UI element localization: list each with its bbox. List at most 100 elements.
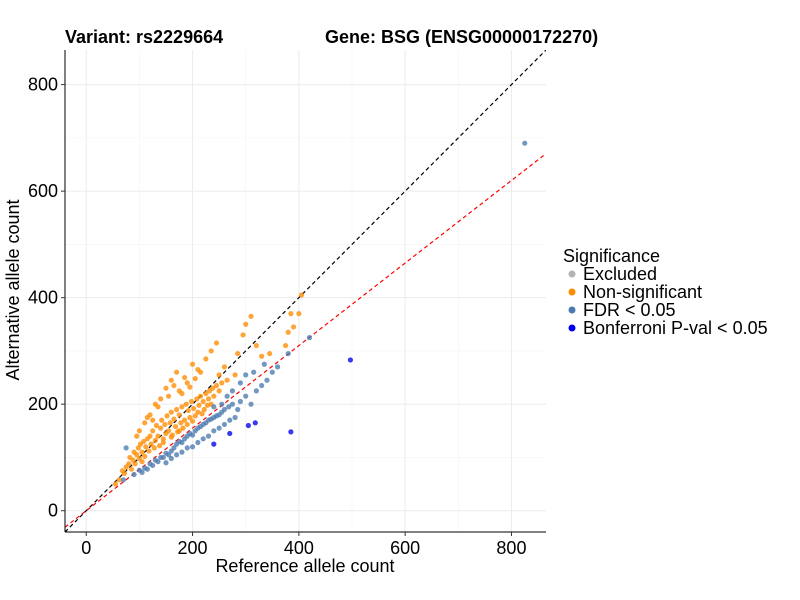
point-fdr-0-05 [144,466,150,472]
point-fdr-0-05 [237,398,243,405]
point-non-significant [232,372,238,378]
point-non-significant [162,421,168,428]
point-non-significant [166,393,172,399]
point-non-significant [134,433,140,439]
point-non-significant [163,385,169,391]
point-non-significant [176,412,182,418]
point-fdr-0-05 [150,462,156,469]
point-non-significant [158,396,164,402]
point-bonferroni-p-val-0-05 [245,422,251,429]
point-bonferroni-p-val-0-05 [211,441,217,447]
point-non-significant [203,356,209,362]
point-non-significant [259,353,265,359]
point-fdr-0-05 [155,459,161,465]
point-non-significant [139,449,145,455]
point-fdr-0-05 [163,460,169,466]
point-non-significant [112,481,119,487]
point-fdr-0-05 [221,421,228,428]
point-non-significant [205,396,212,402]
point-non-significant [185,407,191,414]
legend-key [568,306,576,314]
point-non-significant [210,385,216,391]
point-fdr-0-05 [174,452,180,458]
point-non-significant [203,390,209,397]
point-fdr-0-05 [285,350,291,357]
point-fdr-0-05 [189,444,196,450]
point-non-significant [174,406,180,413]
point-non-significant [142,420,148,426]
point-non-significant [189,361,196,367]
point-non-significant [191,405,197,412]
point-fdr-0-05 [171,445,177,451]
axes: 0 200 400 600 800 0 200 400 600 800 [28,50,546,558]
point-fdr-0-05 [184,445,190,451]
point-non-significant [142,453,148,459]
legend-key [568,324,576,332]
legend-label: Excluded [583,264,657,284]
point-non-significant [298,292,305,298]
point-non-significant [197,393,204,399]
point-non-significant [189,418,196,424]
point-non-significant [187,414,193,421]
point-fdr-0-05 [205,433,212,439]
point-non-significant [146,448,152,454]
point-fdr-0-05 [261,361,267,367]
point-non-significant [224,377,230,383]
point-non-significant [197,369,204,375]
point-non-significant [267,350,273,357]
point-fdr-0-05 [200,436,206,442]
point-non-significant [179,390,185,397]
point-non-significant [213,382,220,389]
point-non-significant [183,401,189,407]
reference-lines [65,50,546,532]
point-non-significant [150,428,156,434]
point-fdr-0-05 [221,406,228,413]
point-non-significant [153,422,160,429]
x-tick-label: 800 [496,538,526,558]
point-bonferroni-p-val-0-05 [347,357,354,363]
point-fdr-0-05 [253,388,259,394]
point-non-significant [171,416,177,422]
point-fdr-0-05 [235,406,241,413]
point-non-significant [160,439,166,446]
x-axis-title: Reference allele count [215,556,394,576]
point-fdr-0-05 [139,469,145,475]
point-fdr-0-05 [216,425,222,431]
legend-title: Significance [563,246,660,266]
point-non-significant [282,342,289,349]
point-non-significant [151,445,157,451]
point-non-significant [132,461,138,467]
point-fdr-0-05 [243,372,249,378]
point-non-significant [157,443,163,449]
point-non-significant [158,425,164,431]
y-tick-label: 0 [48,501,58,521]
y-axis-title: Alternative allele count [3,199,23,380]
point-non-significant [216,388,222,394]
point-non-significant [160,436,166,442]
point-non-significant [195,409,201,415]
point-non-significant [199,411,205,417]
point-non-significant [166,428,172,434]
point-fdr-0-05 [160,454,166,461]
point-non-significant [188,398,195,405]
ref-line-identity [65,50,546,532]
point-fdr-0-05 [131,471,137,478]
point-non-significant [121,470,128,477]
point-non-significant [128,466,135,472]
point-non-significant [164,413,170,419]
point-fdr-0-05 [306,335,313,341]
point-fdr-0-05 [229,401,236,407]
point-non-significant [168,434,174,440]
point-non-significant [184,380,190,386]
point-fdr-0-05 [226,404,232,410]
y-tick-label: 800 [28,75,58,95]
point-non-significant [240,332,246,338]
y-tick-label: 400 [28,288,58,308]
point-fdr-0-05 [259,382,265,389]
point-fdr-0-05 [179,449,185,455]
point-non-significant [159,417,165,423]
point-non-significant [176,428,182,434]
point-non-significant [235,350,241,357]
variant-title: Variant: rs2229664 [65,27,223,47]
point-non-significant [219,380,225,386]
